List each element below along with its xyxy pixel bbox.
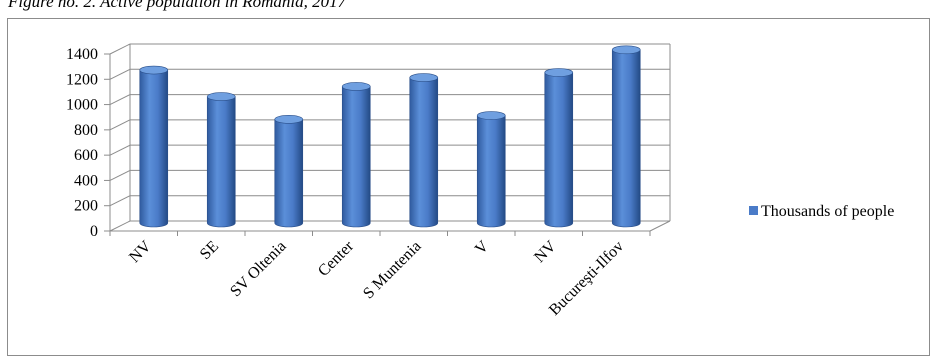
y-tick-label: 400 bbox=[74, 172, 98, 189]
bar-body bbox=[139, 69, 169, 228]
bar-top bbox=[206, 92, 236, 101]
legend-label: Thousands of people bbox=[761, 203, 894, 220]
gridline-side bbox=[109, 195, 131, 207]
bar bbox=[476, 111, 506, 228]
y-tick-label: 600 bbox=[74, 147, 98, 164]
x-tick-label: SE bbox=[197, 238, 222, 263]
y-axis: 0 200 400 600 800 1000 1200 1400 bbox=[66, 46, 110, 240]
bar-body bbox=[476, 115, 506, 228]
floor-right-edge bbox=[649, 220, 671, 232]
bar-top bbox=[274, 115, 304, 124]
gridline-side bbox=[109, 94, 131, 106]
bar-top bbox=[409, 73, 439, 82]
y-tick-label: 1200 bbox=[66, 71, 98, 88]
bars bbox=[139, 45, 641, 228]
bar bbox=[544, 68, 574, 228]
x-tick-label: S Muntenia bbox=[360, 238, 425, 303]
bar-body bbox=[341, 86, 371, 228]
bar-top bbox=[139, 65, 169, 75]
y-tick-label: 200 bbox=[74, 198, 98, 215]
gridline-side bbox=[109, 43, 131, 55]
legend-swatch bbox=[749, 206, 758, 215]
x-axis-labels: NV SE SV Oltenia Center S Muntenia V NVBucureş… bbox=[126, 237, 627, 319]
y-tick-label: 1400 bbox=[66, 46, 98, 63]
bar bbox=[206, 92, 236, 228]
figure-caption: Figure no. 2. Active population in Roman… bbox=[8, 0, 347, 11]
bar-top bbox=[611, 45, 641, 55]
bar-body bbox=[611, 49, 641, 228]
gridline-side bbox=[109, 144, 131, 156]
bar-top bbox=[476, 111, 506, 120]
gridline-side bbox=[109, 119, 131, 131]
y-tick-label: 1000 bbox=[66, 97, 98, 114]
bar-body bbox=[409, 77, 439, 228]
gridline-side bbox=[109, 169, 131, 181]
gridline-side bbox=[109, 68, 131, 80]
bar bbox=[611, 45, 641, 228]
bar-body bbox=[206, 96, 236, 228]
y-tick-label: 800 bbox=[74, 122, 98, 139]
x-tick-label: V bbox=[472, 237, 493, 258]
x-tick-label: SV Oltenia bbox=[227, 238, 289, 300]
gridline-side bbox=[109, 220, 131, 232]
bar bbox=[139, 65, 169, 228]
legend: Thousands of people bbox=[749, 203, 894, 220]
bar bbox=[274, 115, 304, 228]
grid bbox=[109, 43, 671, 236]
bar-top bbox=[341, 82, 371, 91]
bar bbox=[409, 73, 439, 228]
bar-top bbox=[544, 68, 574, 77]
y-tick-label: 0 bbox=[90, 223, 98, 240]
bar bbox=[341, 82, 371, 228]
bar-body bbox=[274, 119, 304, 228]
x-tick-label: NV bbox=[126, 237, 155, 266]
x-tick-label: Center bbox=[315, 237, 358, 280]
x-tick-label: NV bbox=[531, 237, 560, 266]
bar-body bbox=[544, 72, 574, 228]
